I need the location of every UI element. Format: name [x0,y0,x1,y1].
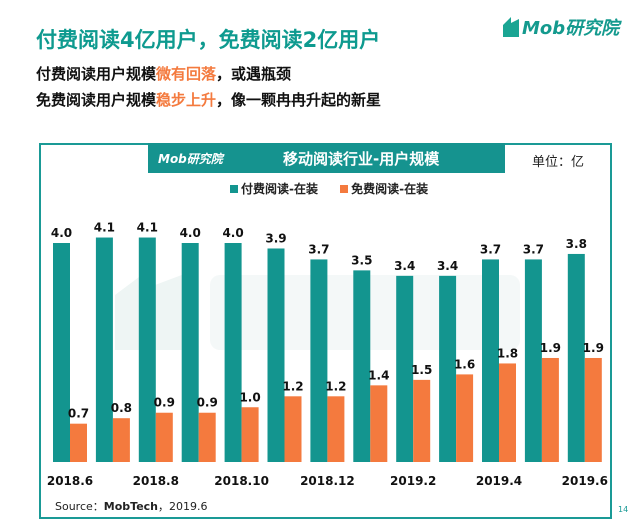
x-tick-label: 2018.6 [47,474,93,488]
data-label-paid: 3.4 [437,259,458,273]
data-label-paid: 3.4 [394,259,415,273]
data-label-paid: 3.7 [480,242,501,256]
building-icon [503,17,519,37]
mob-logo: Mob研究院 [503,14,619,40]
logo-text: Mob研究院 [522,18,620,39]
data-label-free: 1.0 [239,390,260,404]
bar-free [499,363,516,462]
data-label-free: 1.5 [411,363,432,377]
chart-header: Mob研究院 移动阅读行业-用户规模 [148,143,505,173]
data-label-free: 0.7 [68,407,89,421]
data-label-paid: 3.8 [566,237,587,251]
data-label-paid: 4.0 [222,226,243,240]
data-label-paid: 3.7 [308,242,329,256]
legend-swatch-paid [230,185,238,193]
data-label-free: 1.4 [368,368,389,382]
subtitle-1-text: 付费阅读用户规模 [36,65,157,83]
bar-free [541,357,559,462]
bar-paid [567,253,585,462]
bar-free [584,357,602,462]
bar-free [370,385,388,462]
bar-paid [524,259,542,462]
subtitle-1-tail: ，或遇瓶颈 [216,65,292,83]
bar-paid [439,275,457,462]
bar-free [112,418,130,462]
data-label-free: 0.8 [111,401,132,415]
bar-free [155,412,173,462]
data-label-paid: 4.1 [94,221,115,235]
source-date: ，2019.6 [158,500,208,513]
bar-free [241,407,259,462]
data-label-free: 0.9 [154,396,175,410]
subtitle-2-tail: ，像一颗冉冉升起的新星 [216,91,382,109]
data-label-free: 1.8 [497,346,518,360]
legend-swatch-free [340,185,349,193]
data-label-free: 0.9 [197,396,218,410]
x-tick-label: 2019.6 [562,474,608,488]
source-label: Source： [55,500,104,513]
bar-free [327,396,345,462]
bar-paid [181,243,199,462]
x-tick-label: 2018.12 [300,474,355,488]
bar-paid [138,237,156,462]
data-label-paid: 4.1 [137,221,158,235]
legend-label-paid: 付费阅读-在装 [241,182,318,196]
subtitle-2-highlight: 稳步上升 [156,91,217,109]
bar-paid [353,270,371,462]
data-label-free: 1.9 [583,341,604,355]
bar-paid [53,243,70,462]
bar-free [70,423,87,462]
subtitle-1-highlight: 微有回落 [156,65,217,83]
bar-free [284,396,302,462]
bar-paid [482,259,499,462]
legend: 付费阅读-在装 免费阅读-在装 [230,180,428,197]
header-logo: Mob研究院 [158,152,223,166]
subtitle-2: 免费阅读用户规模稳步上升，像一颗冉冉升起的新星 [36,89,381,110]
bar-paid [396,275,414,462]
data-label-paid: 3.9 [265,231,286,245]
data-label-paid: 4.0 [180,226,201,240]
x-tick-label: 2018.8 [133,474,179,488]
bar-paid [95,237,113,462]
subtitle-1: 付费阅读用户规模微有回落，或遇瓶颈 [36,63,291,84]
x-tick-label: 2019.2 [390,474,436,488]
data-label-free: 1.6 [454,357,475,371]
bar-paid [310,259,328,462]
page-number: 14 [618,505,629,514]
source-note: Source：MobTech，2019.6 [55,498,208,514]
data-label-paid: 4.0 [51,226,72,240]
x-tick-label: 2018.10 [214,474,269,488]
legend-label-free: 免费阅读-在装 [351,182,429,196]
page-title: 付费阅读4亿用户，免费阅读2亿用户 [36,28,381,52]
data-label-free: 1.9 [540,341,561,355]
bar-free [456,374,474,462]
x-tick-label: 2019.4 [476,474,522,488]
bar-paid [224,243,242,462]
data-label-paid: 3.5 [351,253,372,267]
bar-paid [267,248,285,462]
data-label-paid: 3.7 [523,242,544,256]
bar-free [413,379,431,462]
source-name: MobTech [103,500,159,513]
data-label-free: 1.2 [282,379,303,393]
bar-free [198,412,216,462]
subtitle-2-text: 免费阅读用户规模 [36,91,157,109]
chart-title: 移动阅读行业-用户规模 [283,150,440,168]
unit-label: 单位：亿 [532,155,585,170]
data-label-free: 1.2 [325,379,346,393]
